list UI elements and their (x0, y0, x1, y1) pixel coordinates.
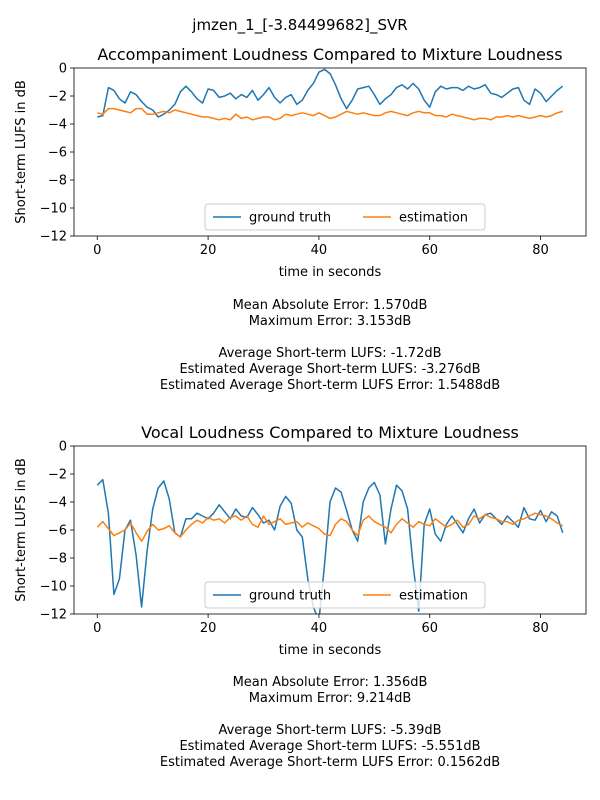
y-tick-label: −8 (48, 174, 67, 189)
x-tick-label: 0 (93, 621, 101, 636)
legend: ground truth estimation (204, 203, 486, 231)
plot-area (97, 68, 564, 121)
annotation-line: Estimated Average Short-term LUFS: -3.27… (179, 362, 480, 377)
x-tick-label: 60 (421, 621, 438, 636)
y-tick-label: 0 (59, 62, 67, 77)
chart-title: Vocal Loudness Compared to Mixture Loudn… (141, 423, 519, 442)
annotation-line: Estimated Average Short-term LUFS: -5.55… (179, 739, 480, 754)
vocal-chart: Vocal Loudness Compared to Mixture Loudn… (14, 423, 587, 770)
x-tick-label: 80 (532, 621, 549, 636)
x-tick-label: 40 (311, 243, 328, 258)
legend-box (204, 203, 486, 231)
y-tick-label: −12 (40, 230, 67, 245)
series-line-estimation (97, 107, 563, 121)
series-line-ground-truth (97, 68, 564, 118)
annotation-line: Maximum Error: 9.214dB (249, 691, 412, 706)
annotation-line: Mean Absolute Error: 1.356dB (233, 675, 428, 690)
y-tick-label: −8 (48, 552, 67, 567)
y-tick-label: −12 (40, 608, 67, 623)
series-line-estimation (96, 512, 564, 542)
y-axis-label: Short-term LUFS in dB (14, 80, 29, 223)
annotation-line: Average Short-term LUFS: -1.72dB (218, 346, 441, 361)
annotation-line: Maximum Error: 3.153dB (249, 314, 412, 329)
y-tick-label: −10 (40, 580, 67, 595)
y-tick-label: −2 (48, 468, 67, 483)
x-tick-label: 80 (532, 243, 549, 258)
x-tick-label: 20 (200, 243, 217, 258)
legend-label: estimation (399, 589, 468, 604)
y-axis-label: Short-term LUFS in dB (14, 458, 29, 601)
legend: ground truth estimation (204, 581, 486, 609)
legend-label: ground truth (249, 589, 331, 604)
figure-title: jmzen_1_[-3.84499682]_SVR (191, 16, 407, 35)
x-tick-label: 20 (200, 621, 217, 636)
x-tick-label: 40 (311, 621, 328, 636)
y-tick-label: −6 (48, 146, 67, 161)
annotation-line: Average Short-term LUFS: -5.39dB (218, 723, 441, 738)
annotation-line: Estimated Average Short-term LUFS Error:… (160, 378, 500, 393)
annotation-line: Estimated Average Short-term LUFS Error:… (160, 755, 500, 770)
y-tick-label: −2 (48, 90, 67, 105)
y-tick-label: −4 (48, 118, 67, 133)
annotation-line: Mean Absolute Error: 1.570dB (233, 298, 428, 313)
plot-area (96, 478, 564, 614)
legend-label: estimation (399, 211, 468, 226)
x-axis-label: time in seconds (279, 265, 382, 280)
x-axis-label: time in seconds (279, 643, 382, 658)
legend-label: ground truth (249, 211, 331, 226)
y-tick-label: −4 (48, 496, 67, 511)
x-tick-label: 0 (93, 243, 101, 258)
y-tick-label: 0 (59, 440, 67, 455)
y-tick-label: −6 (48, 524, 67, 539)
chart-title: Accompaniment Loudness Compared to Mixtu… (97, 45, 562, 64)
x-tick-label: 60 (421, 243, 438, 258)
y-tick-label: −10 (40, 202, 67, 217)
legend-box (204, 581, 486, 609)
accompaniment-chart: Accompaniment Loudness Compared to Mixtu… (14, 45, 587, 393)
